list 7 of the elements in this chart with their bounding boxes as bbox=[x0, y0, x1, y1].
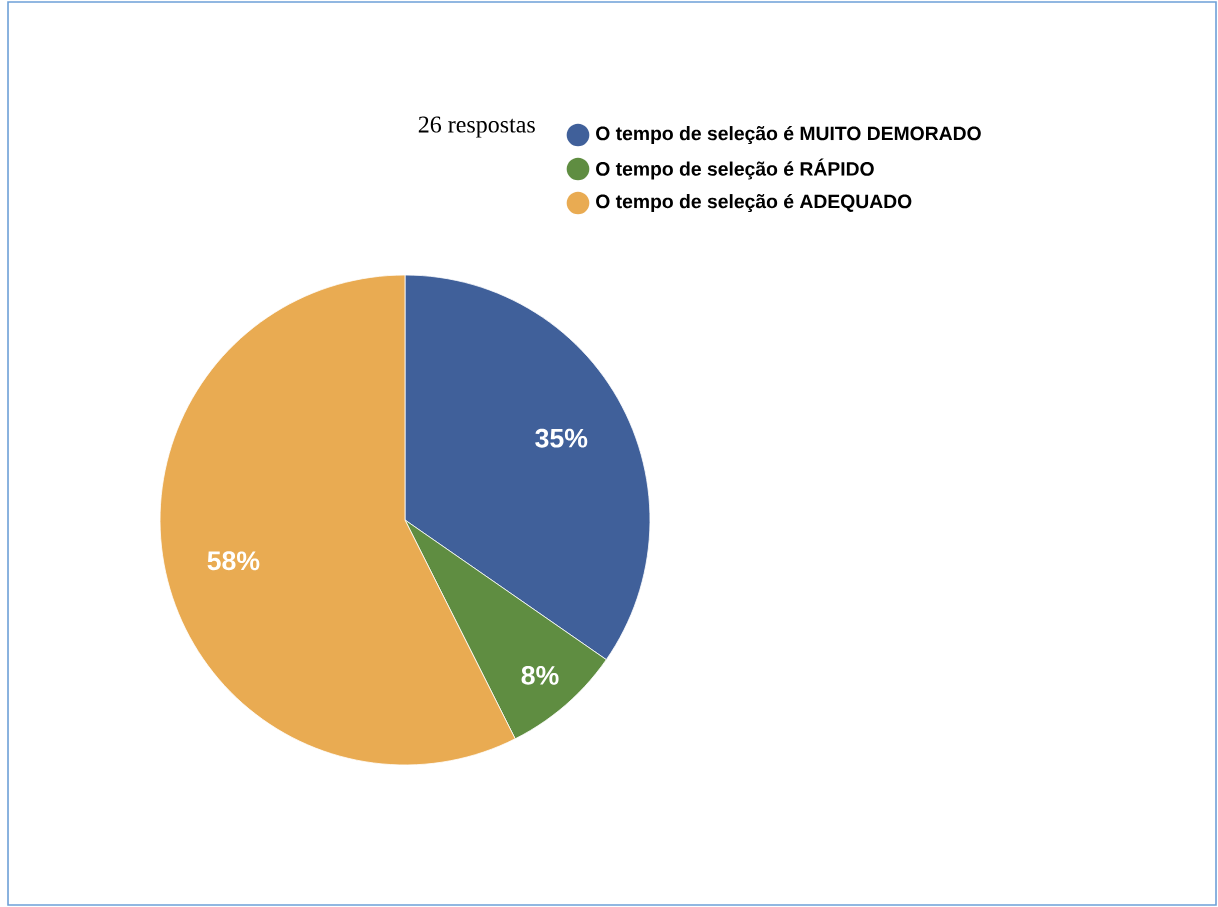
data-label: 58% bbox=[207, 551, 260, 571]
legend-label: O tempo de seleção é ADEQUADO bbox=[596, 193, 912, 213]
legend-label: O tempo de seleção é MUITO DEMORADO bbox=[596, 125, 981, 145]
data-label: 8% bbox=[521, 665, 559, 685]
chart-title: 26 respostas bbox=[418, 116, 535, 138]
legend-label: O tempo de seleção é RÁPIDO bbox=[596, 158, 874, 180]
data-label: 35% bbox=[535, 428, 588, 448]
